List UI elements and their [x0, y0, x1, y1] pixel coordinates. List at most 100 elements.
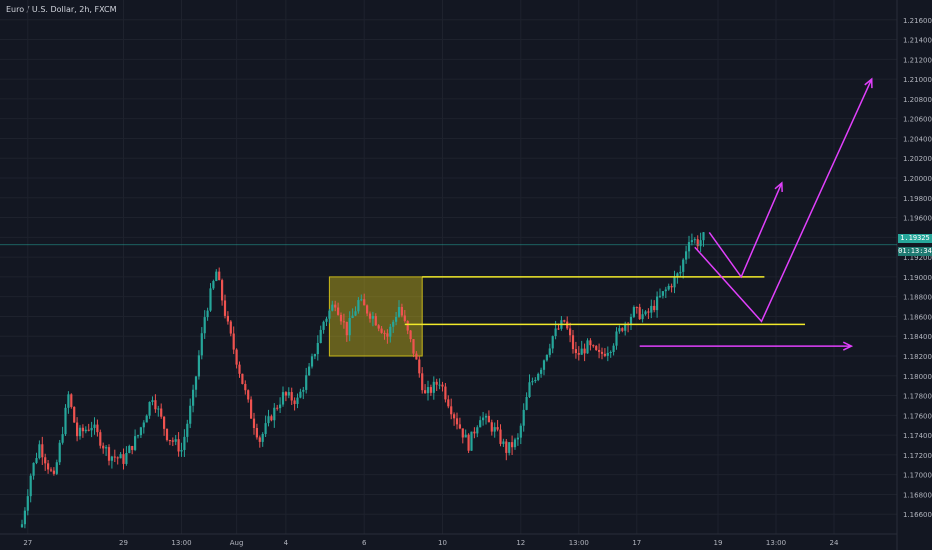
candle-body: [537, 373, 540, 380]
candle-body: [247, 390, 250, 400]
candle-body: [621, 328, 624, 331]
arrow-head: [842, 341, 854, 351]
candle-body: [61, 434, 64, 443]
x-tick-label: 29: [119, 539, 128, 547]
candle-body: [482, 417, 485, 421]
candle-body: [624, 323, 627, 331]
candle-body: [502, 441, 505, 444]
candle-body: [76, 422, 79, 437]
candle-body: [612, 345, 615, 353]
candle-body: [563, 320, 566, 322]
candle-body: [534, 379, 537, 382]
candle-body: [444, 386, 447, 400]
candle-body: [47, 463, 50, 470]
candle-body: [305, 375, 308, 390]
y-tick-label: 1.19200: [903, 254, 932, 262]
candle-body: [218, 271, 221, 281]
candle-body: [139, 427, 142, 436]
candle-body: [638, 307, 641, 320]
y-tick-label: 1.18800: [903, 294, 932, 302]
candle-body: [302, 389, 305, 392]
candle-body: [368, 313, 372, 319]
candle-body: [90, 427, 93, 431]
candle-body: [650, 305, 653, 313]
y-tick-label: 1.18000: [903, 373, 932, 381]
candle-body: [223, 300, 227, 316]
candle-body: [484, 415, 488, 418]
candle-body: [505, 441, 508, 453]
y-tick-label: 1.17400: [903, 432, 932, 440]
candle-body: [174, 439, 177, 442]
y-tick-label: 1.20000: [903, 175, 932, 183]
candle-body: [131, 446, 134, 450]
candle-body: [331, 304, 334, 311]
candle-body: [206, 310, 209, 318]
candle-body: [58, 442, 61, 463]
y-tick-label: 1.19800: [903, 195, 932, 203]
candle-body: [241, 373, 244, 384]
candle-body: [136, 435, 140, 437]
candle-body: [171, 440, 174, 442]
candle-body: [392, 321, 395, 327]
candle-body: [270, 416, 273, 421]
candle-body: [73, 406, 76, 423]
candle-body: [293, 400, 296, 404]
candle-body: [409, 330, 412, 340]
candle-body: [418, 359, 421, 374]
candle-body: [525, 397, 528, 410]
y-tick-label: 1.20200: [903, 155, 932, 163]
candle-body: [531, 381, 534, 383]
candle-body: [603, 353, 606, 356]
candle-body: [453, 414, 456, 419]
candle-body: [276, 407, 279, 409]
candle-body: [516, 437, 519, 440]
x-tick-label: 27: [23, 539, 32, 547]
candle-body: [606, 352, 609, 356]
candle-body: [551, 336, 554, 349]
candle-body: [458, 424, 461, 429]
candle-body: [644, 311, 647, 315]
candle-body: [667, 285, 670, 290]
y-tick-label: 1.19600: [903, 215, 932, 223]
candle-body: [142, 422, 145, 428]
candle-body: [165, 428, 169, 441]
candle-body: [366, 305, 369, 314]
candle-body: [528, 382, 531, 398]
candle-body: [682, 259, 685, 272]
candle-body: [84, 429, 87, 432]
candle-body: [632, 307, 635, 317]
candle-body: [447, 399, 450, 407]
candle-body: [424, 390, 427, 394]
candle-body: [55, 462, 58, 474]
candle-body: [52, 470, 55, 474]
candle-body: [310, 356, 314, 367]
candle-body: [473, 431, 476, 434]
candle-body: [412, 339, 415, 354]
y-tick-label: 1.16800: [903, 491, 932, 499]
candle-body: [339, 314, 343, 322]
x-tick-label: 13:00: [766, 539, 786, 547]
candle-body: [67, 394, 70, 408]
arrow-head: [774, 181, 783, 192]
candle-body: [78, 427, 82, 437]
candle-body: [250, 399, 253, 419]
candle-body: [157, 408, 160, 410]
candle-body: [212, 280, 215, 289]
x-tick-label: 19: [714, 539, 723, 547]
candle-body: [554, 328, 557, 337]
candle-body: [29, 475, 32, 497]
candle-body: [99, 432, 102, 446]
candle-body: [395, 316, 398, 322]
candle-body: [676, 273, 679, 277]
candle-body: [148, 401, 151, 416]
candle-body: [363, 299, 366, 306]
candle-body: [81, 427, 84, 432]
arrow-head: [864, 77, 873, 89]
y-tick-label: 1.19000: [903, 274, 932, 282]
candle-body: [589, 340, 592, 346]
candle-body: [435, 381, 438, 385]
candle-body: [160, 408, 163, 417]
candle-body: [569, 328, 572, 336]
candle-body: [618, 328, 621, 332]
